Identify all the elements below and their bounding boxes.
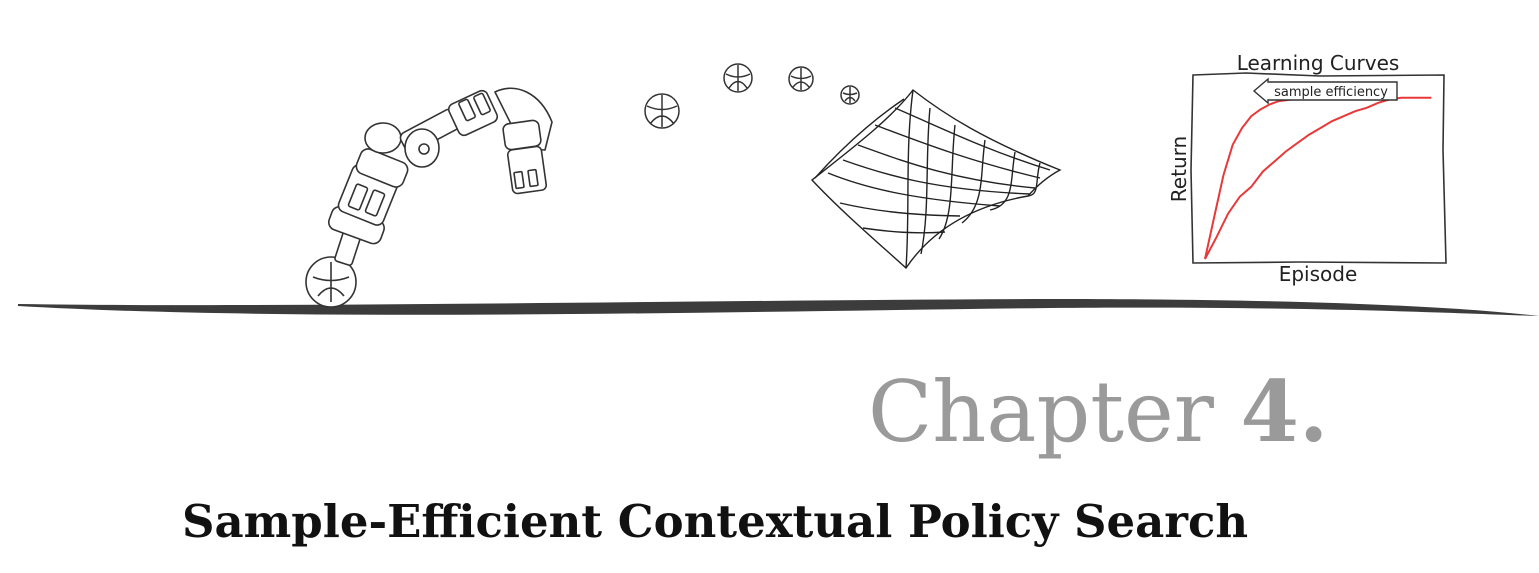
robot-arm-illustration — [305, 87, 553, 308]
divider-stroke — [18, 299, 1539, 316]
chapter-title: Sample-Efficient Contextual Policy Searc… — [182, 495, 1249, 548]
learning-curves-chart: Learning Curves Episode Return sample ef… — [1167, 51, 1447, 286]
surface-mesh-illustration — [810, 89, 1062, 270]
chapter-number: 4. — [1240, 362, 1329, 461]
chart-frame — [1190, 72, 1447, 264]
ball-trajectory-illustration — [644, 63, 860, 129]
chart-ylabel: Return — [1167, 136, 1191, 202]
chart-xlabel: Episode — [1279, 262, 1358, 286]
chapter-heading: Chapter 4. — [868, 362, 1328, 462]
annotation-label: sample efficiency — [1274, 85, 1388, 100]
chart-title: Learning Curves — [1237, 51, 1400, 75]
chapter-label: Chapter — [868, 363, 1214, 461]
series-line-1 — [1204, 98, 1293, 260]
annotation-arrow — [1252, 77, 1398, 105]
